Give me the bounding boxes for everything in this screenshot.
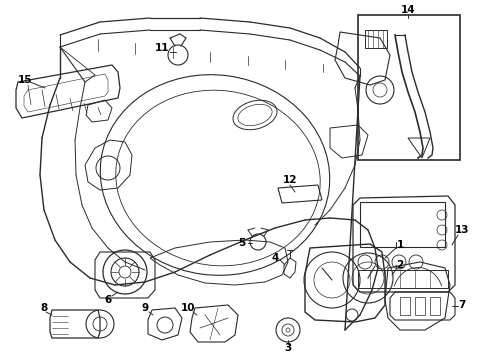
Text: 7: 7 (457, 300, 465, 310)
Text: 11: 11 (154, 43, 169, 53)
Text: 3: 3 (284, 343, 291, 353)
Text: 5: 5 (238, 238, 245, 248)
Bar (429, 297, 439, 315)
Text: 14: 14 (400, 5, 414, 15)
Text: 6: 6 (104, 295, 111, 305)
Bar (359, 202, 444, 247)
Bar (357, 270, 447, 288)
Text: 9: 9 (141, 303, 148, 313)
Bar (414, 297, 424, 315)
Bar (364, 30, 386, 48)
Text: 10: 10 (181, 303, 195, 313)
Bar (399, 297, 409, 315)
Text: 2: 2 (396, 260, 403, 270)
Text: 1: 1 (396, 240, 403, 250)
Text: 13: 13 (454, 225, 468, 235)
Text: 4: 4 (271, 253, 278, 263)
Text: 15: 15 (18, 75, 32, 85)
Text: 8: 8 (41, 303, 47, 313)
Text: 12: 12 (282, 175, 297, 185)
Bar (357, 15, 459, 160)
